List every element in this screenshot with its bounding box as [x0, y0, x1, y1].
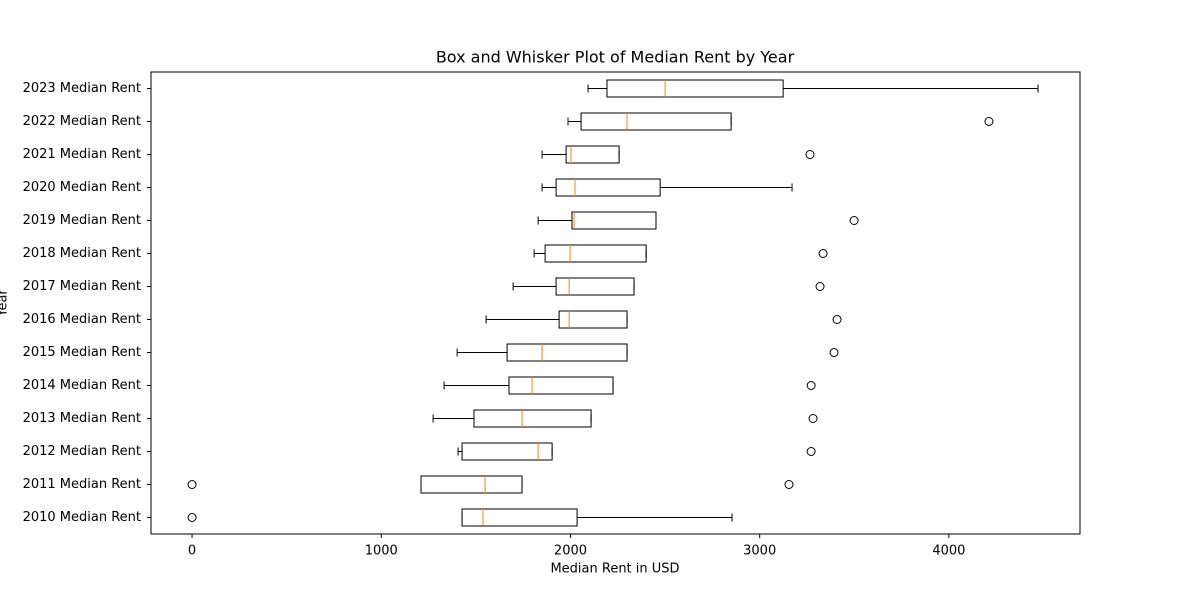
y-tick-label: 2020 Median Rent	[23, 180, 141, 195]
outlier	[829, 348, 839, 357]
y-tick-label: 2017 Median Rent	[23, 279, 141, 294]
outlier	[805, 150, 815, 159]
x-tick-label: 1000	[365, 544, 398, 559]
y-tick-label: 2015 Median Rent	[23, 345, 141, 360]
x-tick-label: 4000	[932, 544, 965, 559]
box	[571, 211, 657, 230]
box	[555, 178, 661, 197]
y-tick-label: 2016 Median Rent	[23, 312, 141, 327]
y-tick-label: 2012 Median Rent	[23, 444, 141, 459]
outlier	[187, 513, 197, 522]
box	[473, 409, 592, 428]
x-tick-label: 3000	[743, 544, 776, 559]
box	[420, 475, 523, 494]
outlier	[806, 447, 816, 456]
outlier	[818, 249, 828, 258]
y-tick-label: 2019 Median Rent	[23, 213, 141, 228]
box	[461, 442, 553, 461]
y-axis-label: Year	[0, 289, 11, 318]
outlier	[815, 282, 825, 291]
y-tick-label: 2013 Median Rent	[23, 411, 141, 426]
outlier	[784, 480, 794, 489]
chart-title: Box and Whisker Plot of Median Rent by Y…	[436, 48, 795, 67]
y-tick-label: 2021 Median Rent	[23, 147, 141, 162]
x-axis-label: Median Rent in USD	[550, 562, 679, 577]
plot-frame	[150, 71, 1081, 535]
box	[506, 343, 628, 362]
outlier	[849, 216, 859, 225]
box	[461, 508, 578, 527]
outlier	[832, 315, 842, 324]
y-tick-label: 2018 Median Rent	[23, 246, 141, 261]
outlier	[187, 480, 197, 489]
y-tick-label: 2022 Median Rent	[23, 114, 141, 129]
y-tick-label: 2010 Median Rent	[23, 510, 141, 525]
x-tick-label: 0	[188, 544, 196, 559]
x-tick-label: 2000	[554, 544, 587, 559]
box	[555, 277, 635, 296]
box	[508, 376, 614, 395]
y-tick-label: 2014 Median Rent	[23, 378, 141, 393]
y-tick-label: 2023 Median Rent	[23, 81, 141, 96]
box	[580, 112, 732, 131]
box	[558, 310, 628, 329]
box	[606, 79, 784, 98]
y-tick-label: 2011 Median Rent	[23, 477, 141, 492]
outlier	[808, 414, 818, 423]
box	[544, 244, 647, 263]
outlier	[806, 381, 816, 390]
outlier	[984, 117, 994, 126]
box	[565, 145, 620, 164]
